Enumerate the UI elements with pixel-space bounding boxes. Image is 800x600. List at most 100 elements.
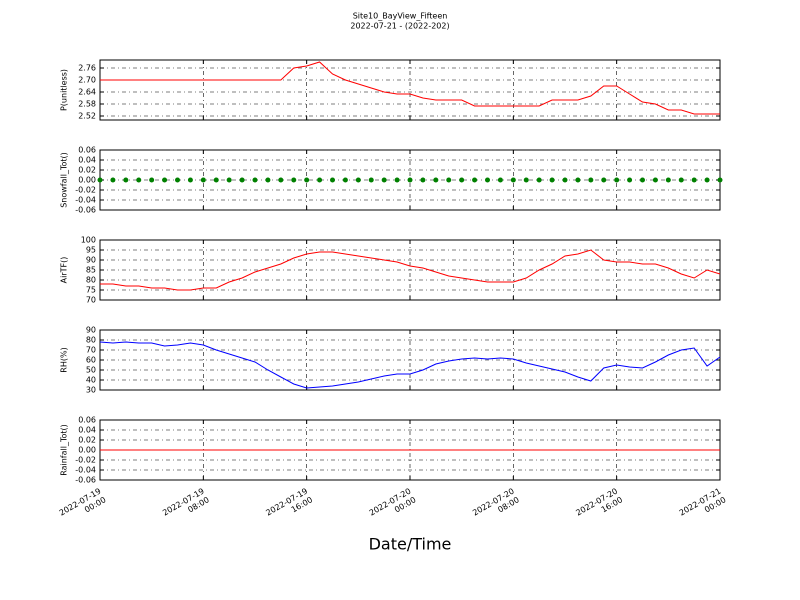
- y-tick-label: 75: [86, 286, 96, 295]
- point: [497, 177, 503, 183]
- x-tick-label: 2022-07-1916:00: [264, 486, 314, 526]
- y-tick-label: 0.00: [78, 446, 96, 455]
- point: [394, 177, 400, 183]
- y-tick-label: 0.02: [78, 166, 96, 175]
- line: [100, 61, 720, 115]
- point: [523, 177, 529, 183]
- y-tick-label: 0.00: [78, 176, 96, 185]
- y-tick-label: 100: [81, 236, 96, 245]
- x-tick-label: 2022-07-2008:00: [471, 486, 521, 526]
- x-tick-label: 2022-07-1900:00: [57, 486, 107, 526]
- y-tick-label: 2.70: [78, 76, 96, 85]
- x-tick-label: 2022-07-2000:00: [367, 486, 417, 526]
- point: [278, 177, 284, 183]
- point: [536, 177, 542, 183]
- x-tick-label: 2022-07-2100:00: [677, 486, 727, 526]
- point: [678, 177, 684, 183]
- figure-title: Site10_BayView_Fifteen: [353, 12, 448, 21]
- point: [640, 177, 645, 183]
- point: [588, 177, 594, 183]
- point: [368, 177, 374, 183]
- point: [704, 177, 710, 183]
- point: [355, 177, 361, 183]
- y-tick-label: 50: [86, 366, 96, 375]
- y-tick-label: 90: [86, 256, 96, 265]
- y-tick-label: 0.02: [78, 436, 96, 445]
- y-axis-label: AirTF(): [60, 257, 69, 284]
- point: [123, 177, 129, 183]
- point: [627, 177, 633, 183]
- y-tick-label: 40: [86, 376, 96, 385]
- y-tick-label: -0.06: [75, 476, 96, 485]
- y-axis-label: RH(%): [60, 347, 69, 372]
- y-tick-label: 2.64: [78, 88, 96, 97]
- y-tick-label: 90: [86, 326, 96, 335]
- point: [459, 177, 465, 183]
- y-tick-label: 80: [86, 336, 96, 345]
- y-tick-label: 30: [86, 386, 96, 395]
- point: [381, 177, 387, 183]
- point: [614, 177, 620, 183]
- point: [433, 177, 439, 183]
- point: [485, 177, 490, 183]
- point: [549, 177, 555, 183]
- y-tick-label: -0.02: [75, 456, 96, 465]
- point: [420, 177, 426, 183]
- point: [665, 177, 671, 183]
- y-axis-label: Rainfall_Tot(): [60, 424, 69, 476]
- y-tick-label: 2.52: [78, 112, 96, 121]
- y-tick-label: -0.04: [75, 466, 96, 475]
- y-tick-label: 80: [86, 276, 96, 285]
- x-tick-label: 2022-07-1908:00: [161, 486, 211, 526]
- point: [562, 177, 568, 183]
- point: [330, 177, 335, 183]
- y-tick-label: 2.76: [78, 64, 96, 73]
- point: [162, 177, 168, 183]
- point: [200, 177, 206, 183]
- y-tick-label: -0.04: [75, 196, 96, 205]
- figure-subtitle: 2022-07-21 - (2022-202): [350, 22, 449, 31]
- point: [575, 177, 581, 183]
- point: [265, 177, 271, 183]
- point: [252, 177, 258, 183]
- point: [291, 177, 297, 183]
- y-tick-label: 60: [86, 356, 96, 365]
- point: [342, 177, 348, 183]
- point: [213, 177, 219, 183]
- y-tick-label: 2.58: [78, 100, 96, 109]
- y-tick-label: 70: [86, 346, 96, 355]
- point: [175, 177, 180, 183]
- x-axis-label: Date/Time: [369, 535, 452, 554]
- point: [446, 177, 452, 183]
- y-axis-label: Snowfall_Tot(): [60, 152, 69, 208]
- point: [136, 177, 142, 183]
- point: [601, 177, 607, 183]
- y-tick-label: 0.04: [78, 426, 96, 435]
- y-tick-label: -0.02: [75, 186, 96, 195]
- point: [510, 177, 516, 183]
- point: [717, 177, 723, 183]
- point: [652, 177, 658, 183]
- y-tick-label: -0.06: [75, 206, 96, 215]
- point: [472, 177, 478, 183]
- y-tick-label: 0.04: [78, 156, 96, 165]
- point: [691, 177, 697, 183]
- y-axis-label: P(unitless): [60, 69, 69, 111]
- point: [226, 177, 232, 183]
- y-tick-label: 85: [86, 266, 96, 275]
- point: [97, 177, 103, 183]
- y-tick-label: 70: [86, 296, 96, 305]
- y-tick-label: 0.06: [78, 146, 96, 155]
- line: [100, 249, 721, 291]
- point: [110, 177, 116, 183]
- point: [239, 177, 245, 183]
- point: [304, 177, 310, 183]
- line: [99, 341, 721, 389]
- point: [317, 177, 323, 183]
- y-tick-label: 0.06: [78, 416, 96, 425]
- point: [187, 177, 193, 183]
- point: [149, 177, 155, 183]
- y-tick-label: 95: [86, 246, 96, 255]
- point: [407, 177, 413, 183]
